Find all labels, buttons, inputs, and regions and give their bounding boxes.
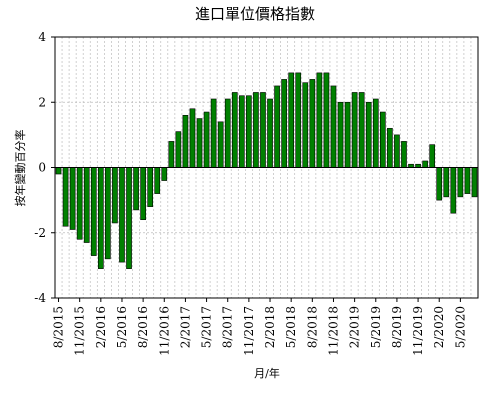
bar-12/2015 bbox=[83, 167, 90, 243]
bar-3/2019 bbox=[358, 92, 365, 168]
bar-4/2018 bbox=[281, 79, 287, 168]
bar-12/2019 bbox=[422, 160, 428, 168]
bar-7/2018 bbox=[302, 82, 309, 168]
y-tick-label: -2 bbox=[34, 226, 46, 240]
bar-3/2017 bbox=[189, 108, 196, 168]
x-tick-label: 11/2016 bbox=[157, 306, 171, 356]
bar-3/2018 bbox=[274, 85, 280, 168]
bar-1/2020 bbox=[429, 144, 436, 168]
bar-8/2016 bbox=[140, 167, 146, 221]
bar-10/2017 bbox=[238, 95, 245, 168]
bar-12/2018 bbox=[337, 101, 344, 168]
bar-1/2017 bbox=[175, 131, 182, 168]
x-tick-label: 2/2019 bbox=[348, 306, 362, 348]
x-tick-label: 5/2018 bbox=[284, 306, 298, 348]
x-tick-label: 8/2016 bbox=[136, 306, 150, 348]
bar-8/2018 bbox=[309, 79, 316, 168]
chart-title: 進口單位價格指數 bbox=[195, 5, 315, 23]
x-tick-label: 2/2017 bbox=[178, 306, 192, 348]
bar-2/2018 bbox=[267, 98, 273, 168]
bar-11/2018 bbox=[330, 85, 337, 168]
x-tick-label: 2/2020 bbox=[432, 306, 446, 348]
bar-2/2017 bbox=[182, 115, 189, 168]
bar-7/2020 bbox=[471, 167, 478, 198]
bar-11/2015 bbox=[76, 167, 83, 240]
bar-10/2015 bbox=[69, 167, 76, 230]
y-axis-label: 按年變動百分率 bbox=[13, 130, 27, 207]
bar-6/2019 bbox=[379, 111, 386, 168]
y-tick-label: 4 bbox=[38, 30, 46, 44]
bar-9/2018 bbox=[316, 72, 323, 168]
bar-9/2019 bbox=[401, 141, 407, 168]
x-tick-label: 5/2017 bbox=[200, 306, 214, 348]
bar-1/2016 bbox=[90, 167, 97, 256]
bar-2/2016 bbox=[97, 167, 104, 269]
bar-11/2017 bbox=[246, 95, 252, 168]
x-tick-label: 11/2015 bbox=[73, 306, 87, 356]
x-tick-label: 2/2016 bbox=[94, 306, 108, 348]
bar-12/2017 bbox=[253, 92, 259, 168]
bar-9/2017 bbox=[231, 92, 238, 168]
bar-3/2016 bbox=[105, 167, 111, 260]
x-tick-label: 8/2015 bbox=[52, 306, 66, 348]
x-tick-labels: 8/2015 11/2015 2/2016 5/2016 8/2016 11/2016 2/… bbox=[52, 306, 468, 356]
bar-5/2018 bbox=[288, 72, 295, 168]
bar-5/2016 bbox=[119, 167, 125, 263]
bar-7/2019 bbox=[387, 128, 393, 168]
x-tick-label: 5/2019 bbox=[369, 306, 383, 348]
x-tick-label: 8/2017 bbox=[221, 306, 235, 348]
x-tick-label: 11/2019 bbox=[411, 306, 425, 356]
bar-6/2017 bbox=[210, 98, 217, 168]
bar-3/2020 bbox=[443, 167, 450, 198]
bar-2/2019 bbox=[351, 92, 358, 168]
bar-1/2018 bbox=[260, 92, 266, 168]
axes bbox=[51, 36, 479, 302]
bar-5/2019 bbox=[372, 98, 379, 168]
y-tick-labels: -4 -2 0 2 4 bbox=[34, 30, 46, 305]
bar-4/2016 bbox=[112, 167, 118, 224]
bar-9/2015 bbox=[62, 167, 69, 227]
bar-4/2017 bbox=[196, 118, 203, 168]
x-tick-label: 11/2018 bbox=[326, 306, 340, 356]
bar-10/2016 bbox=[154, 167, 161, 194]
x-tick-label: 5/2016 bbox=[115, 306, 129, 348]
bar-4/2019 bbox=[365, 101, 372, 168]
y-tick-label: -4 bbox=[34, 291, 46, 305]
bar-2/2020 bbox=[436, 167, 443, 201]
bar-8/2017 bbox=[224, 98, 231, 168]
bar-7/2016 bbox=[133, 167, 139, 211]
y-tick-label: 2 bbox=[38, 95, 46, 109]
x-axis-label: 月/年 bbox=[254, 366, 280, 380]
bar-10/2018 bbox=[323, 72, 330, 168]
bar-4/2020 bbox=[450, 167, 457, 214]
bar-7/2017 bbox=[217, 121, 224, 168]
bar-12/2016 bbox=[168, 141, 175, 168]
y-tick-label: 0 bbox=[38, 161, 46, 175]
bar-11/2016 bbox=[161, 167, 168, 181]
bar-6/2016 bbox=[126, 167, 132, 269]
x-tick-label: 8/2019 bbox=[390, 306, 404, 348]
x-tick-label: 11/2017 bbox=[242, 306, 256, 356]
bar-9/2016 bbox=[147, 167, 154, 207]
bar-1/2019 bbox=[344, 101, 351, 168]
bar-6/2018 bbox=[295, 72, 302, 168]
bar-8/2015 bbox=[55, 167, 62, 175]
x-tick-label: 2/2018 bbox=[263, 306, 277, 348]
x-tick-label: 8/2018 bbox=[305, 306, 319, 348]
bar-5/2017 bbox=[203, 111, 210, 168]
bars bbox=[55, 72, 478, 269]
x-tick-label: 5/2020 bbox=[453, 306, 467, 348]
bar-8/2019 bbox=[394, 134, 400, 168]
bar-6/2020 bbox=[464, 167, 471, 194]
bar-5/2020 bbox=[457, 167, 464, 198]
